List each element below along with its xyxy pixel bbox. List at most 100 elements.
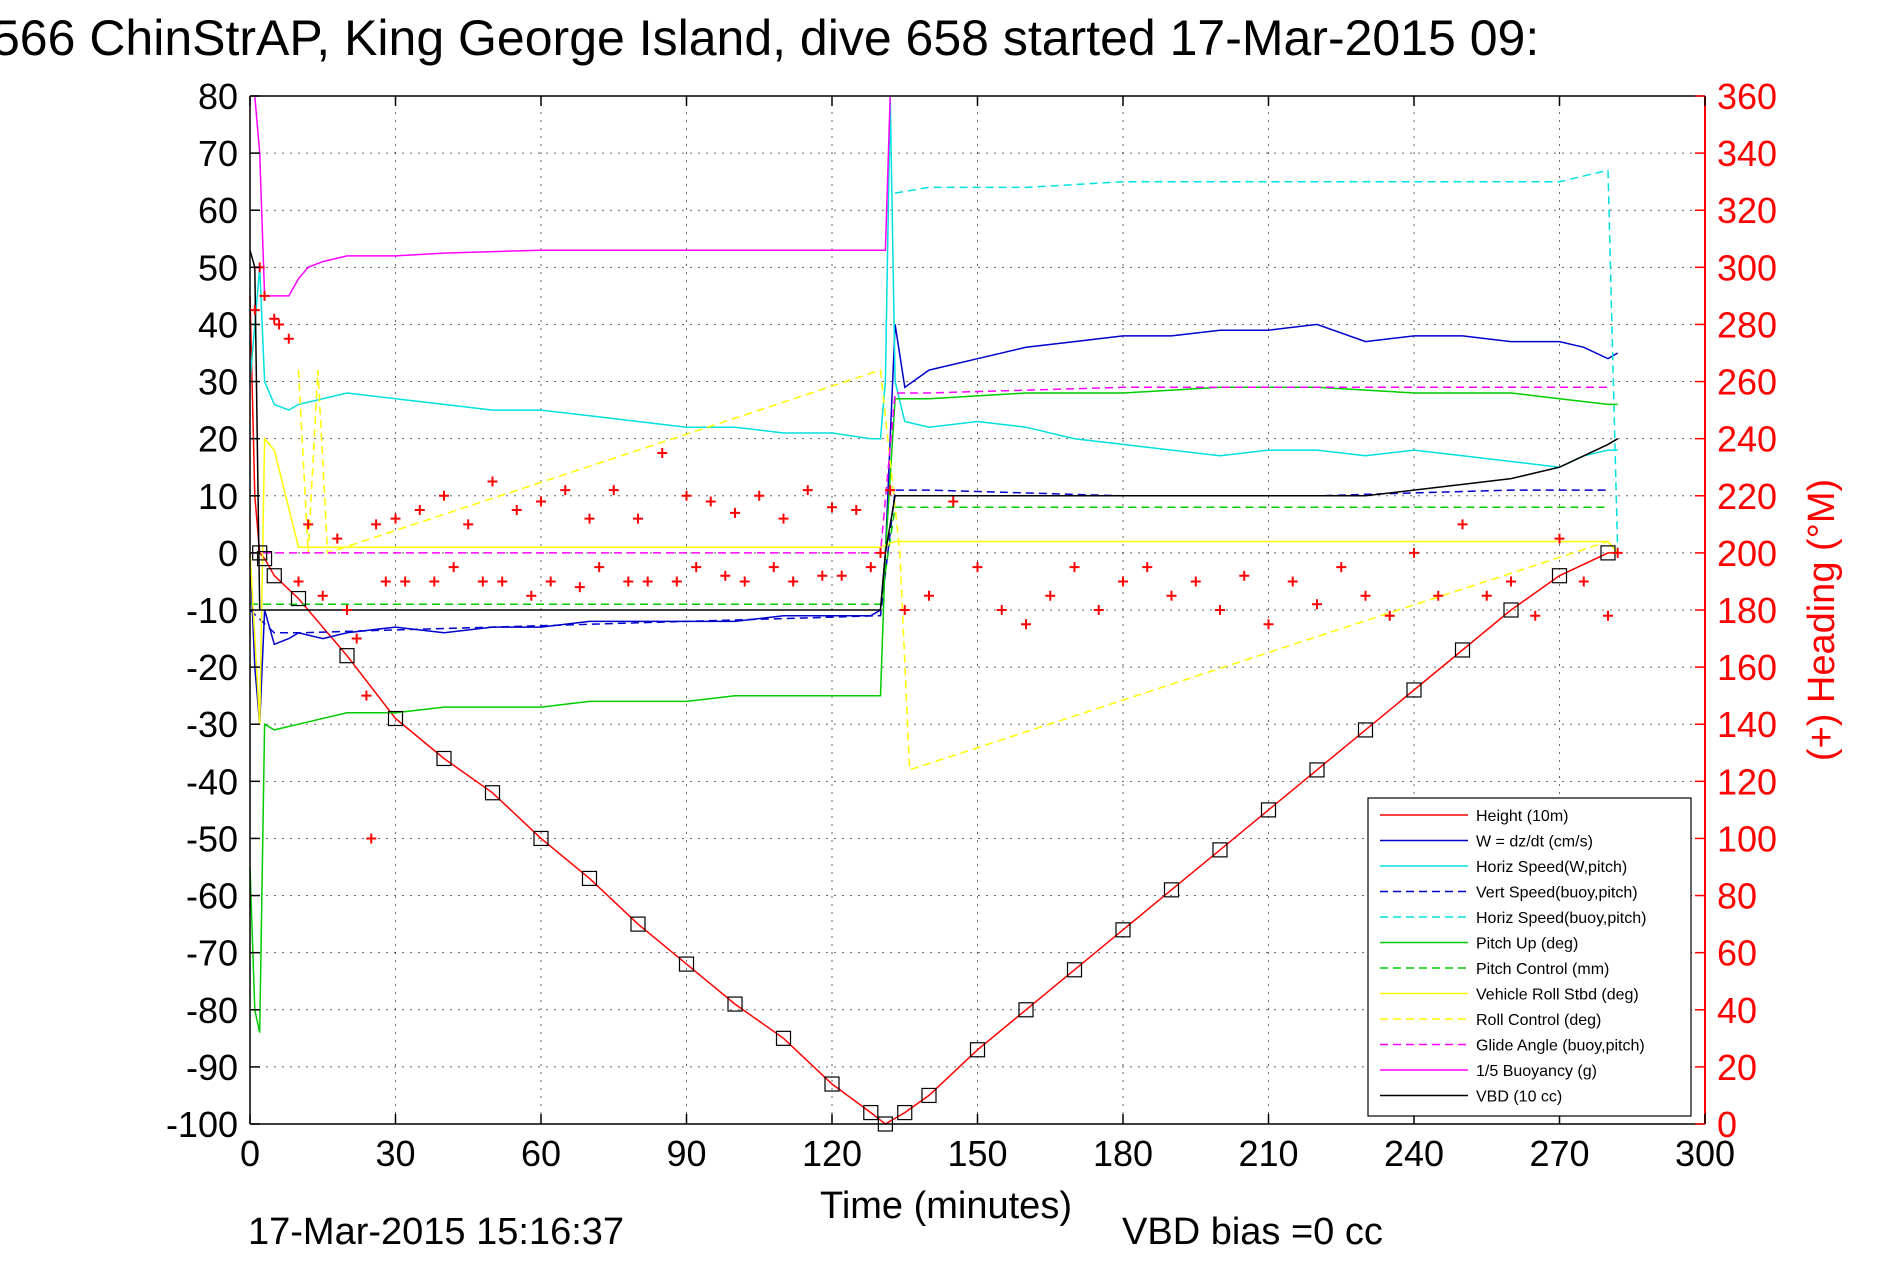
y-tick-label: 40 — [198, 304, 238, 345]
x-tick-label: 270 — [1529, 1133, 1589, 1174]
footer-vbd-bias: VBD bias =0 cc — [1122, 1211, 1383, 1253]
legend-entry: VBD (10 cc) — [1476, 1089, 1562, 1106]
heading-point — [269, 313, 280, 324]
plot-series — [249, 95, 1619, 1132]
heading-point — [875, 547, 886, 558]
y-right-tick-label: 20 — [1717, 1047, 1757, 1088]
y-right-tick-label: 240 — [1717, 419, 1777, 460]
heading-point — [361, 690, 372, 701]
series-line-12 — [249, 249, 1619, 611]
footer-timestamp: 17-Mar-2015 15:16:37 — [248, 1211, 624, 1253]
height-marker — [1357, 722, 1374, 738]
heading-point — [1215, 605, 1225, 615]
heading-point — [594, 562, 605, 573]
y-tick-label: 30 — [198, 362, 238, 403]
heading-point — [400, 576, 411, 587]
heading-point — [924, 590, 934, 601]
heading-point — [865, 562, 876, 573]
heading-point — [342, 605, 352, 615]
height-marker — [1260, 802, 1277, 818]
y-right-tick-label: 280 — [1717, 304, 1777, 345]
height-marker — [1212, 842, 1228, 858]
heading-point — [1142, 562, 1153, 573]
series-line-5 — [894, 169, 1619, 553]
heading-point — [996, 605, 1007, 615]
heading-point — [1433, 590, 1444, 601]
axes: 0 30 60 90 120 150 180 210 240 270 300807060504030… — [166, 76, 1777, 1174]
heading-point — [1166, 590, 1177, 601]
y-right-tick-label: 340 — [1717, 133, 1777, 174]
heading-point — [1336, 562, 1347, 573]
legend-entry: Horiz Speed(W,pitch) — [1476, 859, 1627, 876]
legend-entry: Pitch Up (deg) — [1476, 936, 1578, 953]
height-marker — [1018, 1002, 1034, 1018]
legend-entry: Vehicle Roll Stbd (deg) — [1476, 987, 1639, 1004]
y-right-tick-label: 320 — [1717, 190, 1777, 231]
series-line-8 — [249, 436, 1619, 725]
heading-point — [1481, 590, 1492, 601]
heading-point — [788, 576, 799, 587]
x-tick-label: 300 — [1675, 1133, 1735, 1174]
heading-point — [885, 485, 896, 496]
heading-point — [972, 562, 983, 573]
x-tick-label: 240 — [1384, 1133, 1444, 1174]
heading-point — [1384, 610, 1395, 621]
y-right-tick-label: 0 — [1717, 1104, 1737, 1145]
legend-entry: Horiz Speed(buoy,pitch) — [1476, 910, 1646, 927]
height-marker — [484, 785, 501, 801]
y-right-tick-label: 160 — [1717, 647, 1777, 688]
heading-point — [730, 507, 740, 518]
heading-point — [657, 447, 668, 458]
heading-point — [351, 633, 362, 644]
heading-point — [1578, 576, 1589, 587]
heading-point — [1239, 570, 1250, 581]
heading-point — [1554, 533, 1565, 544]
y-right-tick-label: 360 — [1717, 76, 1777, 117]
x-tick-label: 90 — [666, 1133, 706, 1174]
legend-box — [1367, 797, 1692, 1117]
heading-point — [720, 570, 731, 581]
height-marker — [256, 550, 273, 567]
heading-point — [691, 562, 702, 573]
heading-point — [249, 305, 260, 316]
legend-entry: W = dz/dt (cm/s) — [1476, 834, 1593, 851]
series-line-7 — [250, 506, 1608, 606]
height-marker — [921, 1087, 937, 1104]
height-marker — [775, 1030, 792, 1046]
heading-point — [429, 576, 440, 587]
height-marker — [1066, 962, 1083, 978]
height-marker — [1454, 642, 1471, 658]
heading-point — [274, 319, 285, 330]
heading-point — [487, 476, 498, 487]
heading-point — [623, 576, 634, 587]
y-tick-label: -100 — [166, 1104, 238, 1145]
heading-point — [754, 490, 765, 501]
x-tick-label: 150 — [947, 1133, 1007, 1174]
x-tick-label: 210 — [1238, 1133, 1298, 1174]
heading-point — [414, 505, 425, 516]
heading-point — [526, 590, 537, 601]
heading-point — [303, 519, 314, 530]
heading-point — [463, 519, 474, 530]
series-line-2 — [249, 323, 1619, 725]
x-axis-label: Time (minutes) — [820, 1185, 1072, 1227]
y-right-tick-label: 100 — [1717, 818, 1777, 859]
heading-point — [545, 576, 556, 587]
y-right-tick-label: 200 — [1717, 533, 1777, 574]
y-right-tick-label: 180 — [1717, 590, 1777, 631]
height-marker — [1309, 762, 1325, 778]
y-right-tick-label: 120 — [1717, 761, 1777, 802]
heading-point — [1530, 610, 1541, 621]
legend-entry: Roll Control (deg) — [1476, 1012, 1601, 1029]
heading-point — [1409, 547, 1419, 558]
height-marker — [266, 568, 282, 584]
height-marker — [1503, 602, 1519, 618]
legend-entry: Vert Speed(buoy,pitch) — [1476, 885, 1638, 902]
height-marker — [1406, 682, 1422, 698]
height-marker — [387, 710, 404, 727]
heading-point — [477, 576, 488, 587]
legend-entry: 1/5 Buoyancy (g) — [1476, 1063, 1597, 1080]
heading-point — [768, 562, 779, 573]
heading-point — [671, 576, 682, 587]
height-marker — [1115, 922, 1131, 938]
